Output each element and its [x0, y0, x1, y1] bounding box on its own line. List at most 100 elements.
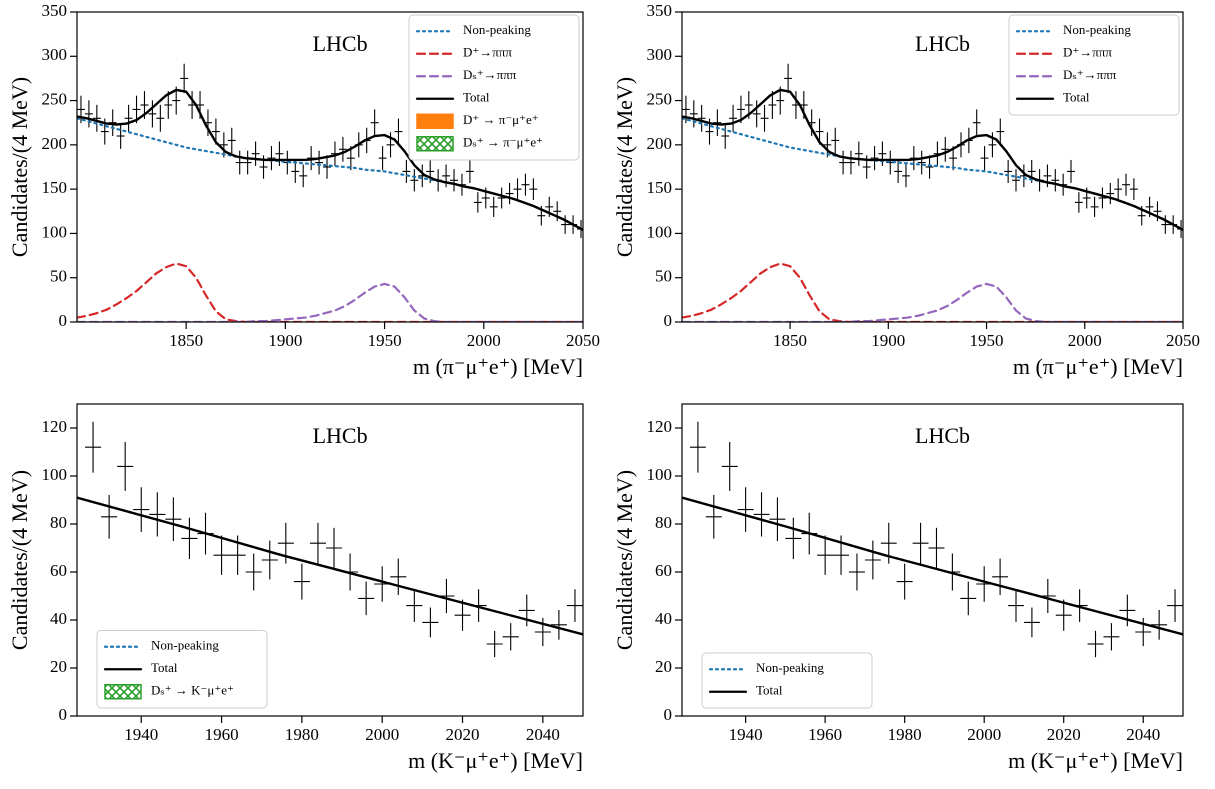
fit-curve [77, 117, 583, 231]
legend-label: Total [756, 683, 783, 698]
y-tick-label: 120 [42, 417, 68, 436]
legend: Non-peaking Total [701, 652, 873, 709]
x-tick-label: 2050 [566, 331, 600, 350]
y-tick-label: 100 [647, 465, 673, 484]
annotation: LHCb [313, 31, 368, 56]
legend-label: Non-peaking [756, 660, 824, 675]
y-tick-label: 350 [647, 1, 673, 20]
y-tick-label: 250 [42, 89, 68, 108]
x-tick-label: 2050 [1166, 331, 1200, 350]
legend-swatch [104, 684, 142, 700]
x-axis-label: m (π⁻μ⁺e⁺) [MeV] [413, 354, 583, 379]
legend: Non-peaking D⁺→πππ Dₛ⁺→πππ Total D⁺ → π⁻μ⁺e⁺… [408, 14, 580, 161]
x-tick-label: 1850 [773, 331, 807, 350]
x-tick-label: 1940 [124, 725, 158, 744]
legend-swatch [416, 136, 454, 152]
x-tick-label: 2020 [1047, 725, 1081, 744]
legend-label: Non-peaking [1063, 22, 1131, 37]
legend-label: D⁺→πππ [463, 45, 512, 60]
legend-label: Dₛ⁺ → π⁻μ⁺e⁺ [463, 135, 543, 150]
y-tick-label: 300 [42, 45, 68, 64]
y-tick-label: 40 [50, 609, 67, 628]
y-tick-label: 0 [664, 705, 673, 724]
x-tick-label: 2000 [967, 725, 1001, 744]
x-tick-label: 1980 [888, 725, 922, 744]
y-tick-label: 20 [50, 657, 67, 676]
annotation: LHCb [915, 423, 970, 448]
y-tick-label: 150 [42, 178, 68, 197]
legend: Non-peaking D⁺→πππ Dₛ⁺→πππ Total [1008, 14, 1180, 116]
legend-label: Dₛ⁺ → K⁻μ⁺e⁺ [151, 683, 234, 698]
x-tick-label: 1960 [808, 725, 842, 744]
legend-label: Dₛ⁺→πππ [1063, 67, 1117, 82]
y-tick-label: 0 [59, 311, 68, 330]
axes-frame [681, 403, 1184, 717]
legend-box [701, 652, 873, 709]
x-tick-label: 2000 [467, 331, 501, 350]
y-tick-label: 200 [42, 134, 68, 153]
x-tick-label: 2000 [1068, 331, 1102, 350]
y-tick-label: 0 [664, 311, 673, 330]
plot-area [77, 63, 583, 322]
x-tick-label: 2020 [446, 725, 480, 744]
x-tick-label: 1850 [169, 331, 203, 350]
fit-curve [682, 262, 1183, 322]
y-tick-label: 80 [50, 513, 67, 532]
y-tick-label: 60 [655, 561, 672, 580]
legend-label: D⁺ → π⁻μ⁺e⁺ [463, 112, 539, 127]
y-tick-label: 350 [42, 1, 68, 20]
annotation: LHCb [915, 31, 970, 56]
fit-curve [77, 262, 583, 322]
axes-frame [76, 11, 584, 323]
y-axis-label: Candidates/(4 MeV) [7, 77, 32, 257]
fit-curve [682, 282, 1183, 322]
x-tick-label: 1900 [268, 331, 302, 350]
legend-label: Total [1063, 90, 1090, 105]
fit-curve [77, 88, 583, 232]
legend-box [1008, 14, 1180, 116]
x-tick-label: 2000 [365, 725, 399, 744]
y-tick-label: 100 [647, 222, 673, 241]
y-tick-label: 250 [647, 89, 673, 108]
fit-curve [77, 496, 583, 636]
legend-label: Dₛ⁺→πππ [463, 67, 517, 82]
x-tick-label: 1940 [729, 725, 763, 744]
x-tick-label: 1980 [285, 725, 319, 744]
fit-curve [77, 282, 583, 322]
x-tick-label: 1960 [205, 725, 239, 744]
y-tick-label: 100 [42, 465, 68, 484]
y-tick-label: 60 [50, 561, 67, 580]
legend-label: Non-peaking [151, 638, 219, 653]
y-tick-label: 50 [50, 267, 67, 286]
panel: 0 50 100 150 200 250 300 350 1850 1900 1950 2000 205… [612, 1, 1200, 379]
y-axis-label: Candidates/(4 MeV) [612, 470, 637, 650]
y-tick-label: 50 [655, 267, 672, 286]
fit-curve [682, 117, 1183, 231]
axes-frame [681, 11, 1184, 323]
axes-frame [76, 403, 584, 717]
x-tick-label: 2040 [526, 725, 560, 744]
plot-area [77, 421, 583, 658]
y-tick-label: 120 [647, 417, 673, 436]
plot-area [682, 63, 1183, 322]
y-tick-label: 0 [59, 705, 68, 724]
fit-curve [682, 496, 1183, 636]
legend-label: Total [463, 90, 490, 105]
legend-label: Total [151, 660, 178, 675]
fit-curve [682, 88, 1183, 232]
y-axis-label: Candidates/(4 MeV) [612, 77, 637, 257]
y-tick-label: 150 [647, 178, 673, 197]
x-tick-label: 2040 [1126, 725, 1160, 744]
x-axis-label: m (K⁻μ⁺e⁺) [MeV] [408, 748, 583, 773]
y-tick-label: 300 [647, 45, 673, 64]
y-axis-label: Candidates/(4 MeV) [7, 470, 32, 650]
legend-label: Non-peaking [463, 22, 531, 37]
panel: 0 50 100 150 200 250 300 350 1850 1900 1950 2000 205… [7, 1, 600, 379]
x-axis-label: m (π⁻μ⁺e⁺) [MeV] [1013, 354, 1183, 379]
y-tick-label: 100 [42, 222, 68, 241]
legend-label: D⁺→πππ [1063, 45, 1112, 60]
